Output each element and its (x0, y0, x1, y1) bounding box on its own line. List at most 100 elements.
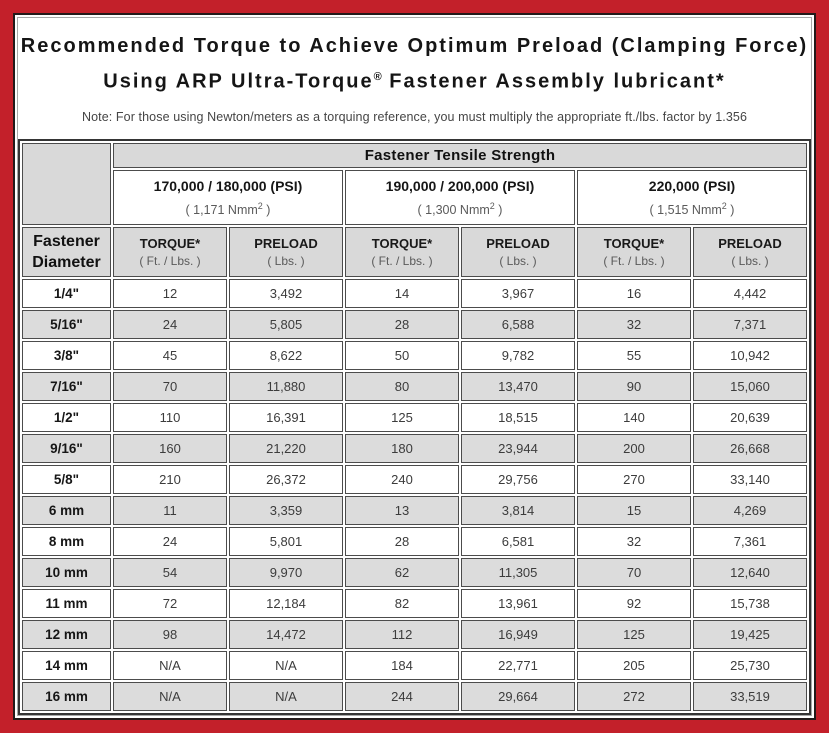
psi-rating-1: 170,000 / 180,000 (PSI) (153, 178, 303, 195)
diameter-cell: 9/16" (22, 433, 111, 463)
value-cell: 16 (577, 278, 691, 308)
value-cell: 7,371 (693, 309, 807, 339)
title-line-2-tail: Fastener Assembly lubricant* (381, 70, 726, 93)
title-line-1: Recommended Torque to Achieve Optimum Pr… (20, 35, 809, 57)
title-line-2-text: Using ARP Ultra-Torque (103, 70, 374, 93)
preload-unit: ( Lbs. ) (731, 253, 769, 268)
value-cell: 11,880 (229, 371, 343, 401)
tensile-strength-header: Fastener Tensile Strength (113, 142, 807, 168)
value-cell: 3,814 (461, 495, 575, 525)
torque-column-header-2: TORQUE* ( Ft. / Lbs. ) (345, 226, 459, 277)
diameter-cell: 1/2" (22, 402, 111, 432)
value-cell: 11,305 (461, 557, 575, 587)
value-cell: 18,515 (461, 402, 575, 432)
nmm-rating-3: ( 1,515 Nmm2 ) (578, 197, 806, 219)
value-cell: 20,639 (693, 402, 807, 432)
title-line-2: Using ARP Ultra-Torque® Fastener Assembl… (18, 62, 811, 98)
nmm-exponent: 2 (489, 201, 495, 212)
table-row: 1/4" 12 3,492 14 3,967 16 4,442 (22, 278, 807, 308)
value-cell: 28 (345, 526, 459, 556)
table-row: 3/8" 45 8,622 50 9,782 55 10,942 (22, 340, 807, 370)
value-cell: 82 (345, 588, 459, 618)
value-cell: 70 (577, 557, 691, 587)
torque-column-header-1: TORQUE* ( Ft. / Lbs. ) (113, 226, 227, 277)
value-cell: 19,425 (693, 619, 807, 649)
value-cell: 21,220 (229, 433, 343, 463)
value-cell: 26,668 (693, 433, 807, 463)
value-cell: 6,588 (461, 309, 575, 339)
page-title: Recommended Torque to Achieve Optimum Pr… (18, 31, 811, 98)
value-cell: 180 (345, 433, 459, 463)
psi-group-row: 170,000 / 180,000 (PSI) ( 1,171 Nmm2 ) 1… (22, 169, 807, 225)
preload-label: PRELOAD (486, 235, 550, 251)
value-cell: 24 (113, 309, 227, 339)
value-cell: 22,771 (461, 650, 575, 680)
table-row: 11 mm 72 12,184 82 13,961 92 15,738 (22, 588, 807, 618)
value-cell: 210 (113, 464, 227, 494)
value-cell: 125 (345, 402, 459, 432)
diameter-cell: 3/8" (22, 340, 111, 370)
value-cell: 98 (113, 619, 227, 649)
value-cell: 16,391 (229, 402, 343, 432)
table-row: 12 mm 98 14,472 112 16,949 125 19,425 (22, 619, 807, 649)
preload-column-header-2: PRELOAD ( Lbs. ) (461, 226, 575, 277)
nmm-rating-1: ( 1,171 Nmm2 ) (114, 197, 342, 219)
value-cell: 9,782 (461, 340, 575, 370)
table-row: 1/2" 110 16,391 125 18,515 140 20,639 (22, 402, 807, 432)
value-cell: 15,060 (693, 371, 807, 401)
value-cell: 184 (345, 650, 459, 680)
value-cell: 13,470 (461, 371, 575, 401)
nmm-text: ( 1,171 Nmm (185, 203, 258, 218)
value-cell: 12 (113, 278, 227, 308)
value-cell: 55 (577, 340, 691, 370)
psi-rating-3: 220,000 (PSI) (648, 178, 736, 195)
table-row: 10 mm 54 9,970 62 11,305 70 12,640 (22, 557, 807, 587)
diameter-cell: 11 mm (22, 588, 111, 618)
value-cell: 70 (113, 371, 227, 401)
value-cell: 5,801 (229, 526, 343, 556)
value-cell: 32 (577, 526, 691, 556)
value-cell: 270 (577, 464, 691, 494)
note-text: Note: For those using Newton/meters as a… (81, 109, 747, 124)
value-cell: 62 (345, 557, 459, 587)
nmm-close: ) (262, 203, 271, 218)
nmm-close: ) (494, 203, 503, 218)
tensile-strength-row: Fastener Tensile Strength (22, 142, 807, 225)
registered-trademark-mark: ® (373, 71, 382, 83)
diameter-cell: 5/8" (22, 464, 111, 494)
value-cell: 160 (113, 433, 227, 463)
torque-unit: ( Ft. / Lbs. ) (603, 253, 665, 268)
nmm-rating-2: ( 1,300 Nmm2 ) (346, 197, 574, 219)
column-header-row: Fastener Diameter TORQUE* ( Ft. / Lbs. )… (22, 226, 807, 277)
diameter-cell: 10 mm (22, 557, 111, 587)
torque-unit: ( Ft. / Lbs. ) (139, 253, 201, 268)
value-cell: 3,492 (229, 278, 343, 308)
nmm-text: ( 1,300 Nmm (417, 203, 490, 218)
value-cell: 200 (577, 433, 691, 463)
torque-column-header-3: TORQUE* ( Ft. / Lbs. ) (577, 226, 691, 277)
value-cell: 92 (577, 588, 691, 618)
value-cell: N/A (113, 650, 227, 680)
inner-frame: Recommended Torque to Achieve Optimum Pr… (13, 13, 816, 720)
preload-unit: ( Lbs. ) (267, 253, 305, 268)
value-cell: 15 (577, 495, 691, 525)
nmm-close: ) (726, 203, 735, 218)
table-row: 5/16" 24 5,805 28 6,588 32 7,371 (22, 309, 807, 339)
value-cell: 9,970 (229, 557, 343, 587)
torque-label: TORQUE* (603, 235, 665, 251)
diameter-cell: 14 mm (22, 650, 111, 680)
value-cell: 272 (577, 681, 691, 711)
table-row: 16 mm N/A N/A 244 29,664 272 33,519 (22, 681, 807, 711)
value-cell: 50 (345, 340, 459, 370)
preload-column-header-3: PRELOAD ( Lbs. ) (693, 226, 807, 277)
value-cell: 33,519 (693, 681, 807, 711)
diameter-cell: 7/16" (22, 371, 111, 401)
table-row: 14 mm N/A N/A 184 22,771 205 25,730 (22, 650, 807, 680)
value-cell: 7,361 (693, 526, 807, 556)
value-cell: 112 (345, 619, 459, 649)
value-cell: 4,269 (693, 495, 807, 525)
nmm-exponent: 2 (257, 201, 263, 212)
value-cell: 10,942 (693, 340, 807, 370)
value-cell: 80 (345, 371, 459, 401)
value-cell: N/A (113, 681, 227, 711)
